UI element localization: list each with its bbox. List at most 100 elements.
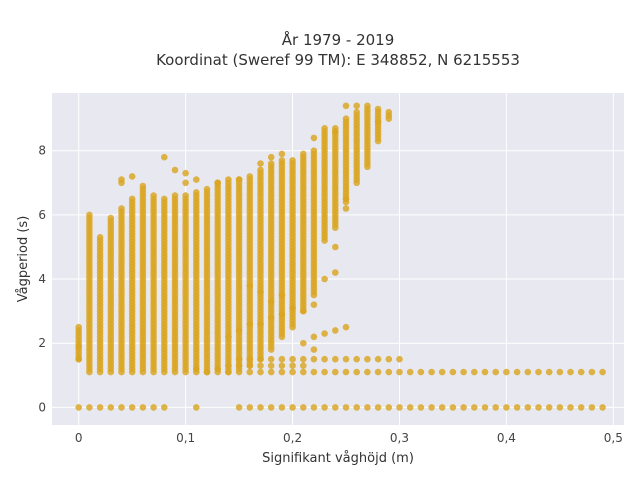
- data-point: [225, 362, 232, 370]
- data-point: [257, 404, 264, 411]
- data-point: [214, 179, 221, 187]
- data-point: [588, 404, 596, 411]
- data-point: [257, 166, 264, 174]
- data-point: [289, 404, 296, 411]
- data-point: [321, 275, 328, 283]
- data-point: [193, 404, 200, 411]
- data-point: [278, 404, 286, 411]
- x-tick-label: 0,3: [390, 431, 409, 445]
- data-point: [417, 368, 425, 376]
- data-point: [278, 157, 286, 164]
- data-point: [449, 368, 457, 376]
- data-point: [257, 288, 264, 296]
- data-point: [385, 368, 393, 376]
- data-point: [503, 368, 510, 376]
- data-point: [86, 211, 93, 219]
- data-point: [203, 368, 211, 376]
- data-point: [86, 404, 93, 411]
- data-point: [556, 368, 564, 376]
- data-point: [246, 404, 254, 411]
- data-point: [567, 368, 574, 376]
- x-tick-label: 0,2: [283, 431, 302, 445]
- data-point: [310, 134, 318, 142]
- data-point: [374, 355, 382, 363]
- data-point: [75, 404, 82, 411]
- data-point: [246, 362, 254, 370]
- data-point: [342, 195, 350, 203]
- data-point: [460, 368, 467, 376]
- data-point: [353, 404, 361, 411]
- y-axis-label: Vågperiod (s): [16, 216, 31, 303]
- data-point: [513, 368, 521, 376]
- data-points: [75, 102, 606, 411]
- data-point: [342, 205, 350, 212]
- data-point: [161, 195, 168, 203]
- data-point: [535, 368, 542, 376]
- data-point: [107, 404, 115, 411]
- data-point: [374, 368, 382, 376]
- data-point: [150, 192, 157, 199]
- data-point: [171, 166, 179, 174]
- data-point: [246, 368, 254, 376]
- data-point: [310, 147, 318, 154]
- x-tick-label: 0,4: [497, 431, 516, 445]
- data-point: [342, 102, 350, 110]
- data-point: [460, 404, 467, 411]
- data-point: [289, 157, 296, 164]
- data-point: [374, 118, 382, 126]
- data-point: [588, 368, 596, 376]
- data-point: [428, 368, 435, 376]
- data-point: [182, 179, 189, 187]
- data-point: [492, 368, 500, 376]
- data-point: [332, 368, 339, 376]
- data-point: [267, 355, 275, 363]
- data-point: [225, 368, 232, 376]
- data-point: [545, 404, 553, 411]
- data-point: [278, 368, 286, 376]
- data-point: [321, 330, 328, 337]
- data-point: [599, 404, 606, 411]
- data-point: [193, 176, 200, 183]
- data-point: [128, 173, 136, 180]
- data-point: [438, 368, 446, 376]
- data-point: [235, 368, 243, 376]
- data-point: [161, 404, 168, 411]
- data-point: [300, 404, 307, 411]
- data-point: [278, 291, 286, 299]
- data-point: [96, 404, 104, 411]
- x-axis-label: Signifikant våghöjd (m): [262, 451, 414, 466]
- chart-title-line-2: Koordinat (Sweref 99 TM): E 348852, N 62…: [156, 51, 520, 69]
- y-tick-label: 8: [38, 144, 46, 158]
- data-point: [278, 362, 286, 370]
- data-point: [321, 125, 328, 132]
- y-tick-label: 6: [38, 208, 46, 222]
- data-point: [396, 368, 403, 376]
- data-point: [214, 365, 221, 373]
- data-point: [75, 355, 82, 363]
- data-point: [257, 160, 264, 167]
- data-point: [321, 368, 328, 376]
- data-point: [193, 189, 200, 196]
- data-point: [225, 176, 232, 183]
- data-point: [235, 327, 243, 334]
- data-point: [492, 404, 500, 411]
- data-point: [278, 355, 286, 363]
- data-point: [235, 362, 243, 370]
- data-point: [342, 404, 350, 411]
- data-point: [321, 404, 328, 411]
- data-point: [257, 355, 264, 363]
- y-tick-label: 0: [38, 400, 46, 414]
- data-point: [257, 362, 264, 370]
- data-point: [353, 108, 361, 116]
- data-point: [182, 192, 189, 199]
- data-point: [577, 368, 585, 376]
- data-point: [535, 404, 542, 411]
- data-point: [75, 323, 82, 331]
- data-point: [118, 404, 125, 411]
- data-point: [107, 214, 115, 222]
- data-point: [161, 153, 168, 161]
- data-point: [289, 362, 296, 370]
- data-point: [128, 195, 136, 203]
- data-point: [310, 301, 318, 309]
- data-point: [332, 327, 339, 334]
